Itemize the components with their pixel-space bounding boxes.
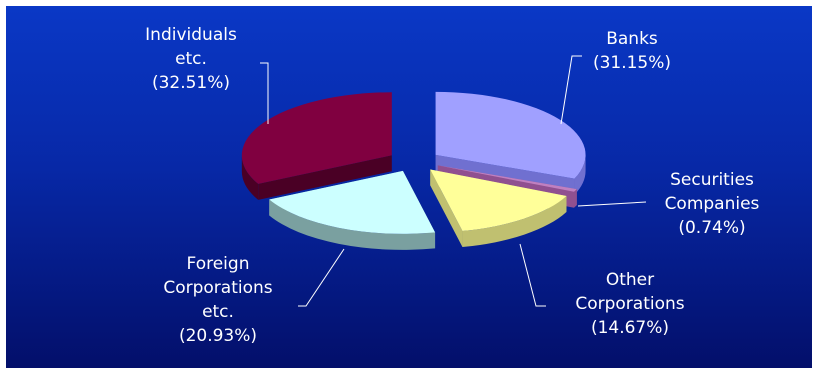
slice-label-other-corporations: Other Corporations (14.67%) — [575, 270, 684, 338]
leader-line-other-corporations — [519, 243, 546, 307]
slice-top-securities-companies — [437, 165, 577, 192]
slice-top-foreign-corporations — [269, 170, 436, 234]
slice-foreign-corporations — [269, 170, 436, 250]
slice-wall-other-corporations — [462, 195, 567, 248]
slice-top-banks — [435, 91, 586, 179]
slice-top-individuals — [241, 92, 392, 184]
slice-label-banks: Banks (31.15%) — [593, 29, 671, 73]
slice-other-corporations — [430, 169, 567, 248]
slice-individuals — [241, 92, 392, 200]
slice-wall-foreign-corporations — [269, 199, 436, 250]
leader-line-foreign-corporations — [298, 248, 345, 307]
slice-label-securities-companies: Securities Companies (0.74%) — [665, 170, 760, 238]
slice-wall-individuals — [241, 155, 259, 200]
slice-edge-individuals — [258, 155, 392, 200]
slice-label-individuals: Individuals etc. (32.51%) — [145, 25, 237, 93]
leader-line-individuals — [260, 62, 269, 124]
slice-wall-banks — [574, 154, 586, 195]
leader-line-securities-companies — [577, 201, 647, 207]
pie-chart: Banks (31.15%) Securities Companies (0.74%) O… — [145, 25, 760, 346]
chart-panel: Banks (31.15%) Securities Companies (0.74%) O… — [6, 6, 812, 368]
slice-top-other-corporations — [430, 169, 567, 232]
slice-edge-other-corporations — [430, 169, 463, 248]
leader-line-banks — [560, 55, 582, 125]
slice-label-foreign-corporations: Foreign Corporations etc. (20.93%) — [163, 254, 272, 346]
